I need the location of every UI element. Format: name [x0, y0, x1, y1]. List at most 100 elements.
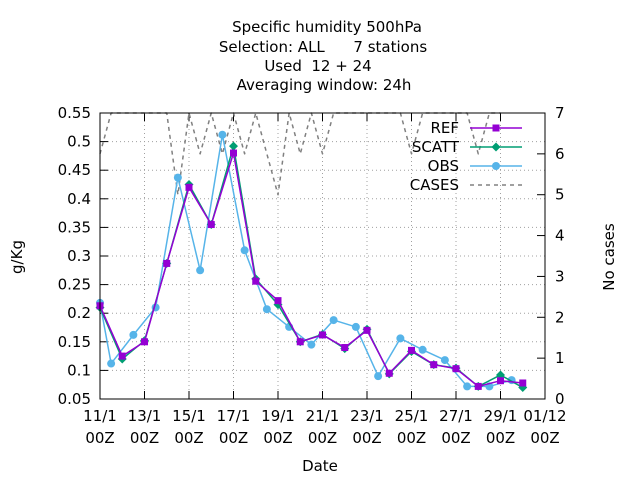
- point-obs: [329, 316, 338, 325]
- point-obs: [129, 330, 138, 339]
- point-ref: [430, 361, 438, 369]
- y-tick-label: 0.4: [67, 190, 91, 208]
- y-tick-label: 0.1: [67, 361, 91, 379]
- y-axis-label: g/Kg: [8, 240, 26, 274]
- point-ref: [452, 365, 460, 373]
- x-tick-label-time: 00Z: [397, 429, 426, 447]
- y2-tick-label: 5: [555, 186, 565, 204]
- legend-marker: [492, 124, 500, 132]
- point-ref: [474, 382, 482, 390]
- x-tick-label-time: 00Z: [174, 429, 203, 447]
- x-tick-label-date: 17/1: [217, 407, 251, 425]
- point-obs: [351, 322, 360, 331]
- legend-label: REF: [430, 119, 459, 137]
- x-tick-label-date: 19/1: [261, 407, 295, 425]
- point-obs: [218, 130, 227, 139]
- point-obs: [262, 305, 271, 314]
- x-tick-label-date: 01/12: [523, 407, 566, 425]
- y-tick-label: 0.35: [58, 218, 91, 236]
- point-ref: [408, 346, 415, 354]
- x-tick-label-date: 15/1: [172, 407, 206, 425]
- y-tick-label: 0.5: [67, 133, 91, 151]
- point-obs: [196, 266, 205, 275]
- point-obs: [418, 345, 427, 354]
- y-tick-label: 0.55: [58, 104, 91, 122]
- point-obs: [396, 334, 405, 343]
- y-tick-label: 0.45: [58, 161, 91, 179]
- y-tick-label: 0.05: [58, 390, 91, 408]
- point-obs: [240, 246, 249, 255]
- x-tick-label-date: 23/1: [350, 407, 384, 425]
- chart-title-line-4: Averaging window: 24h: [237, 76, 412, 94]
- legend-item-cases: CASES: [410, 176, 522, 194]
- x-tick-label-date: 25/1: [395, 407, 429, 425]
- y2-tick-label: 3: [555, 267, 565, 285]
- series-ref: [96, 149, 527, 390]
- point-ref: [363, 326, 371, 334]
- x-axis-label: Date: [302, 457, 338, 475]
- legend-label: CASES: [410, 176, 459, 194]
- chart-title: Specific humidity 500hPa Selection: ALL …: [219, 18, 427, 94]
- y2-tick-label: 7: [555, 104, 565, 122]
- y2-tick-label: 2: [555, 308, 565, 326]
- point-ref: [207, 221, 215, 229]
- x-axis-ticks: 11/1 00Z 13/1 00Z 15/1 00Z 17/1 00Z 19/1 00Z 21/1 0…: [83, 113, 567, 447]
- series-scatt: [95, 141, 528, 393]
- chart-title-line-1: Specific humidity 500hPa: [232, 18, 422, 36]
- legend-label: OBS: [428, 157, 459, 175]
- point-ref: [341, 344, 349, 352]
- y2-axis-label: No cases: [600, 223, 618, 291]
- point-obs: [374, 372, 383, 381]
- y-tick-label: 0.25: [58, 276, 91, 294]
- x-tick-label-date: 21/1: [306, 407, 340, 425]
- legend-marker: [491, 142, 501, 152]
- point-ref: [230, 149, 237, 157]
- y2-axis-ticks: 0 1 2 3 4 5 6 7: [537, 104, 565, 408]
- x-tick-label-time: 00Z: [441, 429, 470, 447]
- legend-item-scatt: SCATT: [412, 138, 522, 156]
- grid: [100, 113, 545, 399]
- plot-border: [99, 112, 546, 400]
- y2-tick-label: 4: [555, 227, 565, 245]
- y-tick-label: 0.15: [58, 333, 91, 351]
- point-ref: [519, 379, 527, 387]
- y-tick-label: 0.3: [67, 247, 91, 265]
- legend-label: SCATT: [412, 138, 460, 156]
- point-ref: [141, 338, 148, 346]
- x-tick-label-date: 27/1: [439, 407, 473, 425]
- x-tick-label-time: 00Z: [130, 429, 159, 447]
- series-obs: [96, 130, 516, 391]
- x-tick-label-time: 00Z: [308, 429, 337, 447]
- x-tick-label-date: 11/1: [83, 407, 117, 425]
- point-ref: [319, 331, 326, 339]
- series-layer: [95, 112, 528, 393]
- point-ref: [118, 352, 126, 360]
- point-ref: [185, 183, 193, 191]
- point-scatt: [229, 141, 238, 151]
- chart-title-line-2: Selection: ALL 7 stations: [219, 38, 427, 56]
- point-obs: [440, 356, 449, 365]
- point-ref: [252, 277, 260, 285]
- y-axis-ticks: 0.05 0.1 0.15 0.2 0.25 0.3 0.35 0.4 0.45 0.5 0.55: [58, 104, 108, 408]
- y2-tick-label: 1: [555, 349, 565, 367]
- legend-item-obs: OBS: [428, 157, 522, 175]
- point-ref: [296, 338, 304, 346]
- point-obs: [173, 173, 182, 182]
- chart-title-line-3: Used 12 + 24: [264, 57, 371, 75]
- y-tick-label: 0.2: [67, 304, 91, 322]
- x-tick-label-time: 00Z: [486, 429, 515, 447]
- point-ref: [274, 297, 282, 305]
- point-ref: [163, 259, 171, 267]
- x-tick-label-date: 29/1: [484, 407, 518, 425]
- x-tick-label-time: 00Z: [219, 429, 248, 447]
- x-tick-label-time: 00Z: [85, 429, 114, 447]
- legend-marker: [492, 162, 500, 170]
- x-tick-label-time: 00Z: [530, 429, 559, 447]
- series-line-obs: [99, 133, 512, 388]
- x-tick-label-time: 00Z: [352, 429, 381, 447]
- point-obs: [107, 359, 116, 368]
- point-ref: [497, 377, 504, 385]
- x-tick-label-date: 13/1: [128, 407, 162, 425]
